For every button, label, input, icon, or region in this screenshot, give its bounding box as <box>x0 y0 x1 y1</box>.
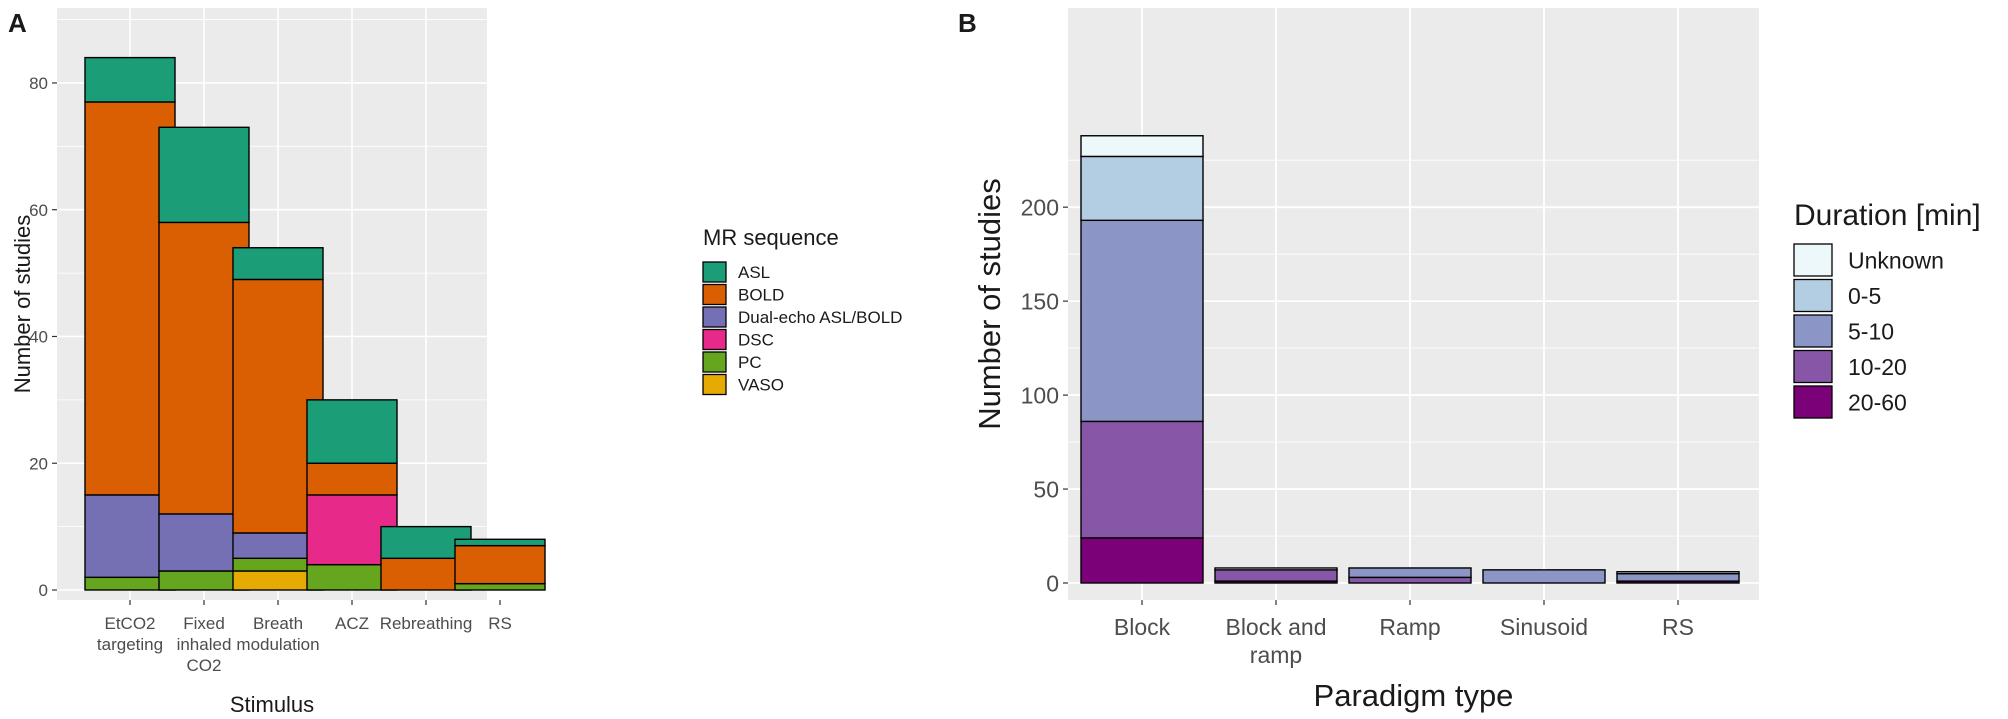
panel-a-y-axis-title: Number of studies <box>10 215 35 394</box>
panel-b-label: B <box>958 8 977 38</box>
panel-b-bar-block-10-20 <box>1080 420 1204 539</box>
panel-b-legend: Duration [min] Unknown 0-5 5-10 10-20 20-60 <box>1793 199 1981 419</box>
panel-b-legend-key-unknown <box>1793 243 1833 277</box>
panel-b-legend-label-unknown: Unknown <box>1848 247 1944 273</box>
panel-b-legend-key-5-10 <box>1793 314 1833 348</box>
panel-a-legend-label-vaso: VASO <box>738 376 784 395</box>
panel-a-legend-key-asl <box>702 261 727 283</box>
panel-a-x-axis-title: Stimulus <box>230 692 314 717</box>
panel-b-bar-rs-unknown <box>1616 571 1740 575</box>
panel-b-legend-key-0-5 <box>1793 278 1833 313</box>
panel-a-bar-fixed-inhaled-co2-asl <box>158 126 250 224</box>
panel-b-bar-block-and-ramp-10-20 <box>1214 569 1338 582</box>
panel-a-y-tick-label: 20 <box>29 454 48 473</box>
panel-b-y-axis-title: Number of studies <box>972 178 1007 430</box>
panel-b-legend-label-5-10: 5-10 <box>1848 318 1894 344</box>
panel-a-x-tick-label-rebreathing: Rebreathing <box>380 614 473 633</box>
panel-a-legend: MR sequence ASL BOLD Dual-echo ASL/BOLD DSC P… <box>702 225 902 396</box>
panel-b-x-axis-title: Paradigm type <box>1314 678 1514 713</box>
panel-a-legend-key-bold <box>702 283 727 306</box>
panel-b-bar-ramp-5-10 <box>1348 567 1472 579</box>
panel-b-bar-block-5-10 <box>1080 219 1204 423</box>
panel-b-x-tick-label-rs: RS <box>1662 614 1694 640</box>
panel-b-bar-block-and-ramp-unknown <box>1214 567 1338 571</box>
panel-a-x-tick-label-rs: RS <box>488 614 512 633</box>
panel-a-bar-breath-modulation-asl <box>232 247 324 281</box>
panel-b-y-tick-label: 100 <box>1021 382 1059 408</box>
panel-a-y-tick-label: 60 <box>29 201 48 220</box>
panel-a-legend-label-dsc: DSC <box>738 331 774 350</box>
panel-b-y-tick-label: 200 <box>1021 194 1059 220</box>
panel-a-x-tick-label-breath-modulation: Breath modulation <box>236 614 319 654</box>
panel-a-legend-key-dual-echo-asl-bold <box>702 306 727 328</box>
panel-a-bar-rs-asl <box>454 538 546 547</box>
panel-a-x-tick-label-acz: ACZ <box>335 614 369 633</box>
panel-b-legend-title: Duration [min] <box>1794 199 1981 232</box>
panel-a-legend-label-bold: BOLD <box>738 286 784 305</box>
panel-b-y-tick-label: 0 <box>1046 570 1059 596</box>
panel-a-legend-label-asl: ASL <box>738 263 770 282</box>
panel-a-label: A <box>8 8 27 38</box>
panel-b-legend-key-10-20 <box>1793 349 1833 384</box>
panel-b-x-tick-label-block: Block <box>1114 614 1171 640</box>
panel-a-legend-title: MR sequence <box>703 225 839 250</box>
panel-a-x-tick-label-fixed-inhaled-co2: Fixed inhaled CO2 <box>177 614 232 675</box>
panel-a-legend-label-dual-echo-asl-bold: Dual-echo ASL/BOLD <box>738 308 902 327</box>
panel-a-bar-rs-bold <box>454 544 546 585</box>
panel-b-bar-ramp-10-20 <box>1348 576 1472 584</box>
panel-a-bar-acz-bold <box>306 462 398 496</box>
panel-b-bar-block-20-60 <box>1080 537 1204 584</box>
panel-a-y-tick-label: 80 <box>29 74 48 93</box>
panel-b-bar-block-unknown <box>1080 135 1204 158</box>
panel-b-chart: 0 50 100 150 200 Block Block and ramp Ramp Sinuso… <box>972 8 1759 713</box>
panel-b-bar-sinusoid-5-10 <box>1482 569 1606 584</box>
panel-b-x-tick-label-ramp: Ramp <box>1379 614 1440 640</box>
panel-a-legend-key-vaso <box>702 373 727 396</box>
panel-a-bar-acz-asl <box>306 399 398 464</box>
panel-b-x-tick-label-sinusoid: Sinusoid <box>1500 614 1588 640</box>
panel-a-legend-key-pc <box>702 351 727 373</box>
panel-b-legend-label-20-60: 20-60 <box>1848 389 1907 415</box>
panel-b-y-tick-label: 150 <box>1021 288 1059 314</box>
panel-b-bar-rs-5-10 <box>1616 572 1740 582</box>
panel-a-legend-label-pc: PC <box>738 353 762 372</box>
panel-a-y-tick-label: 40 <box>29 328 48 347</box>
panel-a-legend-key-dsc <box>702 328 727 351</box>
panel-b-bar-block-0-5 <box>1080 155 1204 222</box>
panel-b-legend-key-20-60 <box>1793 385 1833 419</box>
panel-b-legend-label-10-20: 10-20 <box>1848 354 1907 380</box>
panel-a-x-tick-label-etco2-targeting: EtCO2 targeting <box>97 614 163 654</box>
panel-b-legend-label-0-5: 0-5 <box>1848 283 1881 309</box>
panel-a-y-tick-label: 0 <box>39 581 48 600</box>
panel-a-chart: 0 20 40 60 80 EtCO2 targeting Fixed inhaled CO2Br… <box>10 8 546 717</box>
panel-b-x-tick-label-block-and-ramp: Block and ramp <box>1225 614 1326 668</box>
panel-a-bar-rs-pc <box>454 582 546 591</box>
panel-a-bar-etco2-targeting-asl <box>84 56 176 103</box>
panel-b-y-tick-label: 50 <box>1033 476 1059 502</box>
